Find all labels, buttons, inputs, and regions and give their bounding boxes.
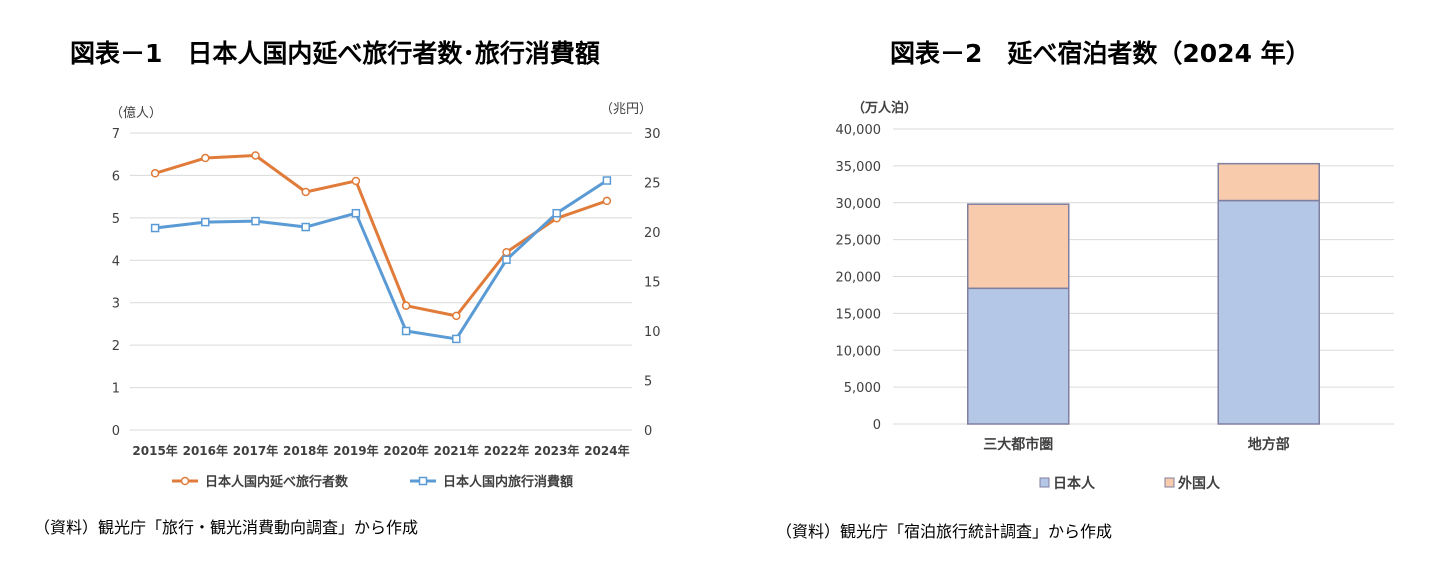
y-tick-label: 35,000 — [836, 160, 882, 175]
bar-segment — [967, 203, 1070, 290]
y-right-tick-label: 25 — [644, 177, 661, 192]
x-tick-label: 2016年 — [183, 443, 228, 458]
data-point — [251, 151, 260, 160]
x-tick-label: 2019年 — [333, 443, 378, 458]
x-tick-label: 2020年 — [383, 443, 428, 458]
y-left-tick-label: 7 — [112, 127, 120, 142]
data-point — [502, 255, 511, 264]
y-tick-label: 20,000 — [836, 271, 882, 286]
y-right-tick-label: 20 — [644, 226, 661, 241]
y-tick-label: 25,000 — [836, 234, 882, 249]
bar-segment — [1217, 162, 1320, 202]
x-tick-label: 三大都市圏 — [983, 436, 1053, 453]
figure1-source: （資料）観光庁「旅行・観光消費動向調査」から作成 — [34, 518, 419, 537]
y-tick-label: 5,000 — [844, 381, 881, 396]
data-point — [552, 208, 561, 218]
data-point — [301, 222, 310, 232]
y-left-tick-label: 5 — [112, 212, 120, 227]
y-tick-label: 15,000 — [836, 307, 882, 322]
data-point — [452, 334, 461, 344]
legend-swatch — [1164, 477, 1175, 488]
y-left-axis-title: （億人） — [110, 105, 162, 121]
x-tick-label: 2022年 — [484, 443, 529, 458]
legend-label: 外国人 — [1178, 475, 1221, 492]
data-point — [150, 169, 160, 178]
data-point — [602, 176, 612, 185]
x-tick-label: 2018年 — [283, 443, 328, 458]
y-left-tick-label: 2 — [112, 339, 120, 354]
data-point — [301, 187, 310, 197]
figure1-title: 図表－1 日本人国内延べ旅行者数･旅行消費額 — [70, 39, 600, 68]
data-point — [401, 301, 411, 310]
y-right-tick-label: 5 — [644, 375, 652, 390]
bar-segment — [1217, 199, 1320, 425]
y-left-tick-label: 1 — [112, 382, 120, 397]
y-left-tick-label: 4 — [112, 254, 120, 269]
data-point — [251, 216, 260, 226]
x-tick-label: 2015年 — [132, 443, 177, 458]
y-left-tick-label: 0 — [112, 424, 120, 439]
series-line — [154, 179, 608, 341]
y-axis-title: （万人泊） — [852, 100, 917, 116]
y-left-tick-label: 3 — [112, 297, 120, 312]
data-point — [150, 223, 160, 233]
y-right-tick-label: 0 — [644, 424, 652, 439]
figure2-source: （資料）観光庁「宿泊旅行統計調査」から作成 — [776, 522, 1113, 541]
legend-marker — [418, 476, 428, 486]
legend-label: 日本人 — [1053, 475, 1096, 492]
data-point — [351, 208, 361, 218]
y-right-tick-label: 10 — [644, 325, 661, 340]
y-tick-label: 0 — [873, 418, 881, 433]
legend-label: 日本人国内延べ旅行者数 — [205, 474, 349, 490]
y-tick-label: 30,000 — [836, 197, 882, 212]
data-point — [201, 217, 210, 227]
legend-swatch — [1039, 477, 1050, 488]
x-tick-label: 2024年 — [584, 443, 629, 458]
data-point — [401, 326, 411, 336]
data-point — [201, 153, 210, 163]
y-right-axis-title: （兆円） — [600, 102, 652, 117]
x-tick-label: 2023年 — [534, 443, 579, 458]
y-left-tick-label: 6 — [112, 169, 120, 184]
legend-label: 日本人国内旅行消費額 — [443, 474, 573, 490]
figure2-title: 図表－2 延べ宿泊者数（2024 年） — [890, 39, 1311, 68]
data-point — [602, 196, 612, 206]
bar-segment — [967, 287, 1070, 425]
x-tick-label: 2021年 — [434, 443, 479, 458]
x-tick-label: 地方部 — [1248, 436, 1290, 453]
legend-marker — [180, 476, 190, 486]
y-tick-label: 10,000 — [836, 344, 882, 359]
data-point — [452, 311, 461, 321]
data-point — [351, 176, 361, 186]
y-tick-label: 40,000 — [836, 123, 882, 138]
x-tick-label: 2017年 — [233, 443, 278, 458]
y-right-tick-label: 15 — [644, 276, 661, 291]
y-right-tick-label: 30 — [644, 127, 661, 142]
